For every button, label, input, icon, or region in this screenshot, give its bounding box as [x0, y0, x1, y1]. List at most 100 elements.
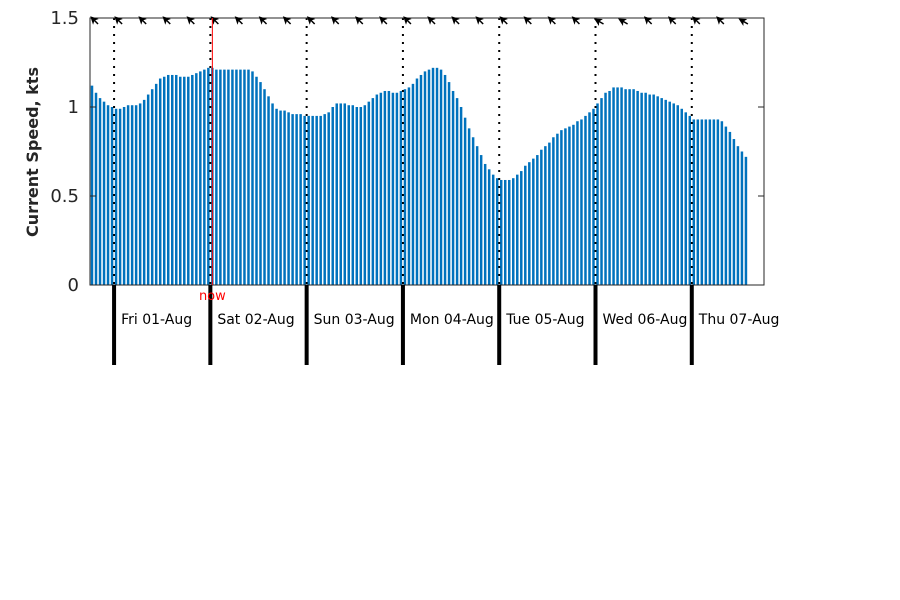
speed-bar — [227, 69, 230, 286]
speed-bar — [379, 92, 383, 285]
direction-arrow — [475, 16, 484, 25]
speed-bar — [295, 114, 298, 286]
speed-bar — [700, 119, 704, 286]
speed-bar — [235, 69, 238, 286]
speed-bar — [540, 149, 543, 285]
speed-bar — [499, 179, 503, 285]
speed-bar — [323, 114, 326, 286]
speed-bar — [223, 69, 226, 286]
speed-bar — [696, 119, 700, 286]
speed-bar — [487, 169, 491, 285]
speed-bar — [463, 117, 467, 286]
speed-bar — [391, 92, 395, 285]
speed-bar — [455, 98, 459, 285]
direction-arrow — [282, 16, 292, 25]
direction-arrow — [451, 16, 460, 25]
day-label: Thu 07-Aug — [698, 312, 780, 328]
speed-bar — [636, 90, 639, 285]
speed-bar — [247, 69, 250, 286]
direction-arrow — [258, 16, 268, 25]
speed-bar — [419, 74, 423, 286]
speed-bar — [215, 69, 218, 286]
speed-bar — [479, 155, 483, 285]
direction-arrow — [90, 16, 99, 25]
direction-arrow — [306, 16, 316, 25]
speed-bar — [552, 137, 555, 285]
speed-bar — [508, 179, 511, 285]
speed-bar — [303, 115, 306, 286]
speed-bar — [207, 67, 210, 285]
speed-bar — [520, 171, 523, 285]
speed-bar — [351, 105, 355, 285]
speed-bar — [720, 121, 724, 286]
speed-bar — [387, 90, 391, 285]
speed-bar — [692, 119, 696, 286]
speed-bar — [560, 130, 563, 285]
speed-bar — [279, 110, 282, 285]
speed-bar — [183, 76, 186, 286]
speed-bar — [199, 71, 202, 286]
speed-bar — [483, 163, 487, 285]
speed-bar — [640, 92, 643, 285]
speed-bar — [439, 69, 443, 286]
speed-bar — [471, 137, 475, 285]
speed-bar — [331, 107, 334, 285]
speed-bar — [375, 94, 379, 285]
speed-bar — [263, 89, 266, 285]
speed-bar — [548, 142, 551, 285]
speed-bar — [243, 69, 246, 286]
speed-bar — [580, 119, 583, 286]
day-label: Sat 02-Aug — [217, 312, 294, 328]
speed-bar — [315, 115, 318, 286]
speed-bar — [94, 92, 98, 285]
speed-bar — [162, 76, 166, 286]
speed-bar — [367, 101, 371, 285]
direction-arrow — [355, 16, 364, 25]
speed-bar — [291, 114, 294, 286]
speed-bar — [532, 158, 535, 285]
speed-bar — [187, 76, 190, 286]
speed-bar — [150, 89, 154, 285]
speed-bar — [588, 112, 591, 285]
speed-bar — [407, 87, 411, 285]
speed-bar — [608, 90, 611, 285]
speed-bar — [203, 69, 206, 286]
speed-bar — [166, 74, 170, 286]
speed-bar — [158, 78, 162, 286]
speed-bar — [592, 108, 595, 285]
speed-bar — [524, 165, 527, 285]
speed-bar — [704, 119, 708, 286]
speed-bar — [596, 103, 599, 285]
speed-bar — [130, 105, 134, 285]
speed-bar — [383, 90, 387, 285]
direction-arrow — [593, 18, 604, 26]
speed-bar — [231, 69, 234, 286]
day-label: Fri 01-Aug — [121, 312, 192, 328]
speed-bar — [652, 94, 655, 285]
speed-bar — [126, 105, 130, 285]
speed-bar — [676, 105, 679, 285]
speed-bar — [106, 105, 110, 285]
now-label: now — [199, 289, 226, 304]
speed-bar — [604, 92, 607, 285]
speed-bar — [616, 87, 619, 285]
speed-bar — [138, 103, 142, 285]
direction-arrow — [571, 16, 581, 25]
speed-bar — [672, 103, 675, 285]
direction-arrow — [234, 16, 244, 25]
speed-bar — [343, 103, 346, 285]
speed-bar — [371, 98, 375, 285]
direction-arrow — [692, 16, 701, 25]
speed-bar — [632, 89, 635, 285]
speed-bar — [544, 146, 547, 285]
speed-bar — [600, 98, 603, 285]
now-marker: now — [199, 18, 226, 304]
y-axis: 0 0.5 1 1.5 — [50, 8, 764, 296]
speed-bar — [427, 69, 431, 286]
speed-bar — [219, 69, 222, 286]
speed-bar — [624, 89, 627, 285]
speed-bar — [668, 101, 671, 285]
speed-bar — [171, 74, 174, 286]
speed-bar — [724, 126, 728, 285]
speed-bar — [251, 71, 254, 286]
